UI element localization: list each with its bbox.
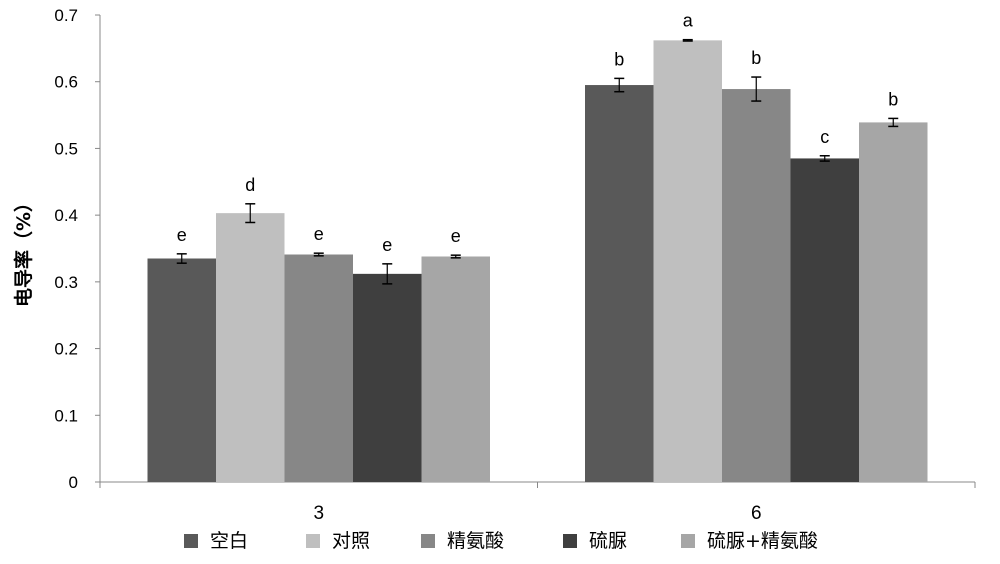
y-tick-label: 0.4	[54, 206, 78, 225]
x-category-label: 3	[313, 503, 324, 524]
bar	[353, 273, 422, 482]
bars: e d e e e b a b c b	[147, 11, 928, 483]
significance-label: e	[314, 224, 324, 244]
legend-swatch	[563, 534, 577, 548]
significance-label: b	[614, 49, 624, 69]
bar	[653, 40, 722, 482]
legend-swatch	[421, 534, 435, 548]
y-tick-label: 0.5	[54, 139, 78, 158]
significance-label: b	[888, 89, 898, 109]
legend-swatch	[184, 534, 198, 548]
significance-label: e	[382, 235, 392, 255]
bar	[216, 213, 285, 483]
significance-label: e	[451, 226, 461, 246]
significance-label: a	[683, 11, 694, 31]
y-axis: 0 0.1 0.2 0.3 0.4 0.5 0.6 0.7	[54, 6, 101, 492]
y-tick-label: 0.6	[54, 73, 78, 92]
legend-label: 硫脲+精氨酸	[707, 530, 818, 552]
bar	[859, 122, 928, 482]
y-tick-label: 0.1	[54, 406, 78, 425]
legend-label: 硫脲	[589, 530, 627, 552]
y-tick-label: 0.7	[54, 6, 78, 25]
legend-label: 对照	[332, 530, 370, 552]
bar	[790, 158, 859, 482]
y-tick-label: 0.3	[54, 273, 78, 292]
y-axis-label: 电导率（%）	[12, 193, 35, 307]
y-tick-label: 0.2	[54, 340, 78, 359]
significance-label: b	[751, 48, 761, 68]
y-ticks: 0 0.1 0.2 0.3 0.4 0.5 0.6 0.7	[54, 6, 100, 492]
legend-label: 精氨酸	[447, 530, 504, 552]
bar	[421, 256, 490, 482]
x-category-label: 6	[751, 503, 762, 524]
legend-swatch	[681, 534, 695, 548]
significance-label: c	[820, 127, 829, 147]
legend-swatch	[306, 534, 320, 548]
significance-label: e	[177, 225, 187, 245]
bar	[147, 258, 216, 482]
significance-label: d	[245, 175, 255, 195]
legend-label: 空白	[210, 530, 248, 552]
y-tick-label: 0	[69, 473, 78, 492]
bar	[585, 85, 654, 483]
bar	[722, 89, 791, 482]
bar	[284, 254, 353, 482]
legend: 空白 对照 精氨酸 硫脲 硫脲+精氨酸	[184, 530, 818, 552]
